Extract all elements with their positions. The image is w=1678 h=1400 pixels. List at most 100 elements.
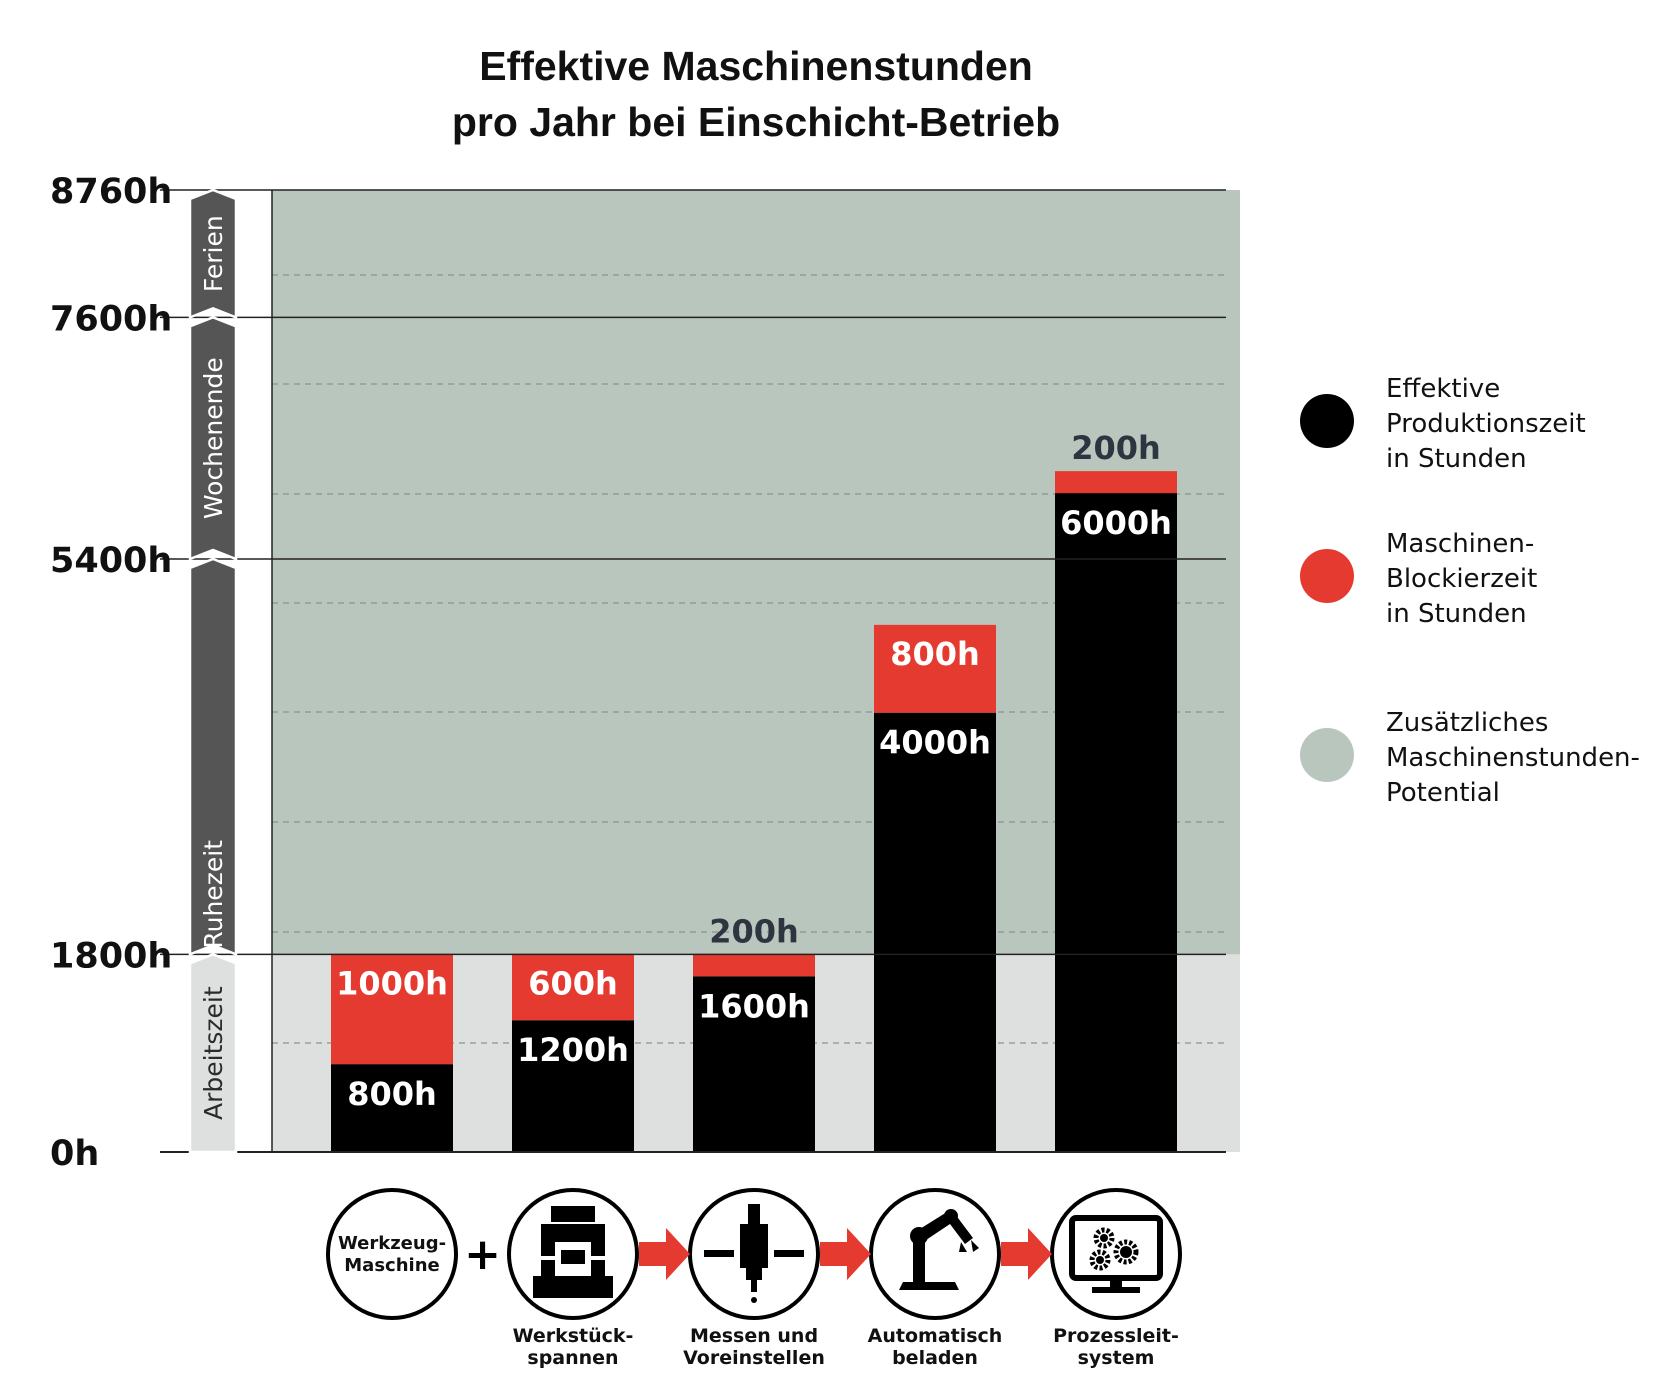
arrow-right-icon [1001,1228,1052,1280]
data-label-blocking: 600h [528,964,618,1002]
time-segment-arrow: Arbeitszeit Ruhezeit Wochenende Ferien [188,188,238,1154]
icon-part [1096,1256,1104,1264]
workpiece-clamping-step: Werkstück-spannen [507,1188,639,1369]
legend-dot-black [1300,394,1354,448]
segment-ruhezeit [188,557,238,957]
process-control-monitor-step: Prozessleit-system [1050,1188,1182,1369]
segment-label: Ferien [199,215,228,292]
legend-line: Produktionszeit [1386,409,1586,439]
robot-arm-icon [899,1209,979,1290]
segment-label: Arbeitszeit [199,986,228,1120]
icon-part [1110,1278,1122,1288]
icon-part [751,1297,757,1303]
icon-part [591,1242,605,1256]
icon-part [541,1260,555,1276]
legend-line: Potential [1386,778,1500,808]
icon-part [899,1282,959,1290]
machine-tool-step: Werkzeug-Maschine [326,1188,458,1320]
step-caption: Prozessleit- [1053,1325,1179,1347]
process-control-monitor-icon [1069,1215,1163,1293]
data-label-blocking: 1000h [336,964,448,1002]
bar-effective [1055,493,1177,1152]
chart-title-line-1: Effektive Maschinenstunden [479,43,1033,89]
step-caption: beladen [892,1347,978,1369]
icon-part [541,1224,605,1242]
icon-part [561,1250,585,1264]
icon-part [704,1250,734,1257]
data-label-blocking: 800h [890,635,980,673]
bar-blocking [512,954,634,1021]
bar-effective [331,1064,453,1152]
icon-part [774,1250,804,1257]
icon-part [533,1276,613,1298]
icon-part [1092,1287,1140,1293]
icon-part [751,1280,757,1292]
chart-title-line-2: pro Jahr bei Einschicht-Betrieb [451,99,1061,145]
step-caption: Voreinstellen [683,1347,825,1369]
step-inner-text: Maschine [344,1255,439,1276]
legend-dot-grey [1300,728,1354,782]
step-circle [326,1188,458,1320]
icon-part [591,1260,605,1276]
legend-line: Maschinen- [1386,529,1535,559]
y-tick-label: 8760h [50,172,172,212]
icon-part [748,1204,760,1224]
y-tick-label: 0h [50,1134,99,1174]
legend-text-blocking: Maschinen- Blockierzeit in Stunden [1386,527,1678,632]
chart-title: Effektive Maschinenstunden pro Jahr bei … [0,38,1512,150]
icon-part [1093,1227,1115,1249]
icon-part [740,1224,768,1268]
icon-part [913,1240,925,1284]
data-label-effective: 1200h [517,1031,629,1069]
icon-part [915,1212,953,1242]
segment-label: Wochenende [199,357,228,519]
icon-part [1113,1239,1139,1265]
legend-text-potential: Zusätzliches Maschinenstunden- Potential [1386,706,1678,811]
measuring-presetting-icon [704,1204,804,1303]
data-label-effective: 4000h [879,724,991,762]
icon-part [1120,1246,1132,1258]
bar-blocking [874,624,996,713]
step-caption: Messen und [690,1325,818,1347]
bar-effective [512,1020,634,1152]
data-label-blocking: 200h [709,912,799,950]
segment-ferien [188,188,238,320]
y-tick-label: 1800h [50,936,172,976]
legend-line: Zusätzliches [1386,708,1549,738]
bar-effective [693,976,815,1152]
legend-line: Blockierzeit [1386,564,1538,594]
step-caption: Werkstück- [513,1325,634,1347]
step-caption: system [1078,1347,1155,1369]
data-label-effective: 800h [347,1075,437,1113]
icon-part [746,1268,762,1280]
data-label-effective: 6000h [1060,504,1172,542]
y-tick-label: 5400h [50,541,172,581]
step-caption: Automatisch [868,1325,1003,1347]
arrow-right-icon [820,1228,871,1280]
step-circle [869,1188,1001,1320]
segment-wochenende [188,316,238,561]
icon-part [1089,1249,1111,1271]
legend-line: Maschinenstunden- [1386,743,1640,773]
y-axis: 0h 1800h 5400h 7600h 8760h [50,172,1226,1174]
arrow-right-icon [639,1228,690,1280]
bars: 800h 1000h 1200h 600h 1600h 200h 4000h 800h 6000… [331,429,1177,1152]
bar-blocking [331,954,453,1065]
y-tick-label: 7600h [50,299,172,339]
segment-arbeitszeit [188,952,238,1154]
legend-dot-red [1300,549,1354,603]
bar-blocking [1055,471,1177,494]
icon-part [959,1240,979,1252]
bar-blocking [693,954,815,977]
data-label-blocking: 200h [1071,429,1161,467]
step-inner-text: Werkzeug- [338,1233,446,1254]
segment-label: Ruhezeit [199,840,228,949]
data-label-effective: 1600h [698,987,810,1025]
legend-text-production: Effektive Produktionszeit in Stunden [1386,372,1678,477]
icon-part [541,1242,555,1256]
legend-line: in Stunden [1386,599,1527,629]
icon-part [551,1206,595,1222]
